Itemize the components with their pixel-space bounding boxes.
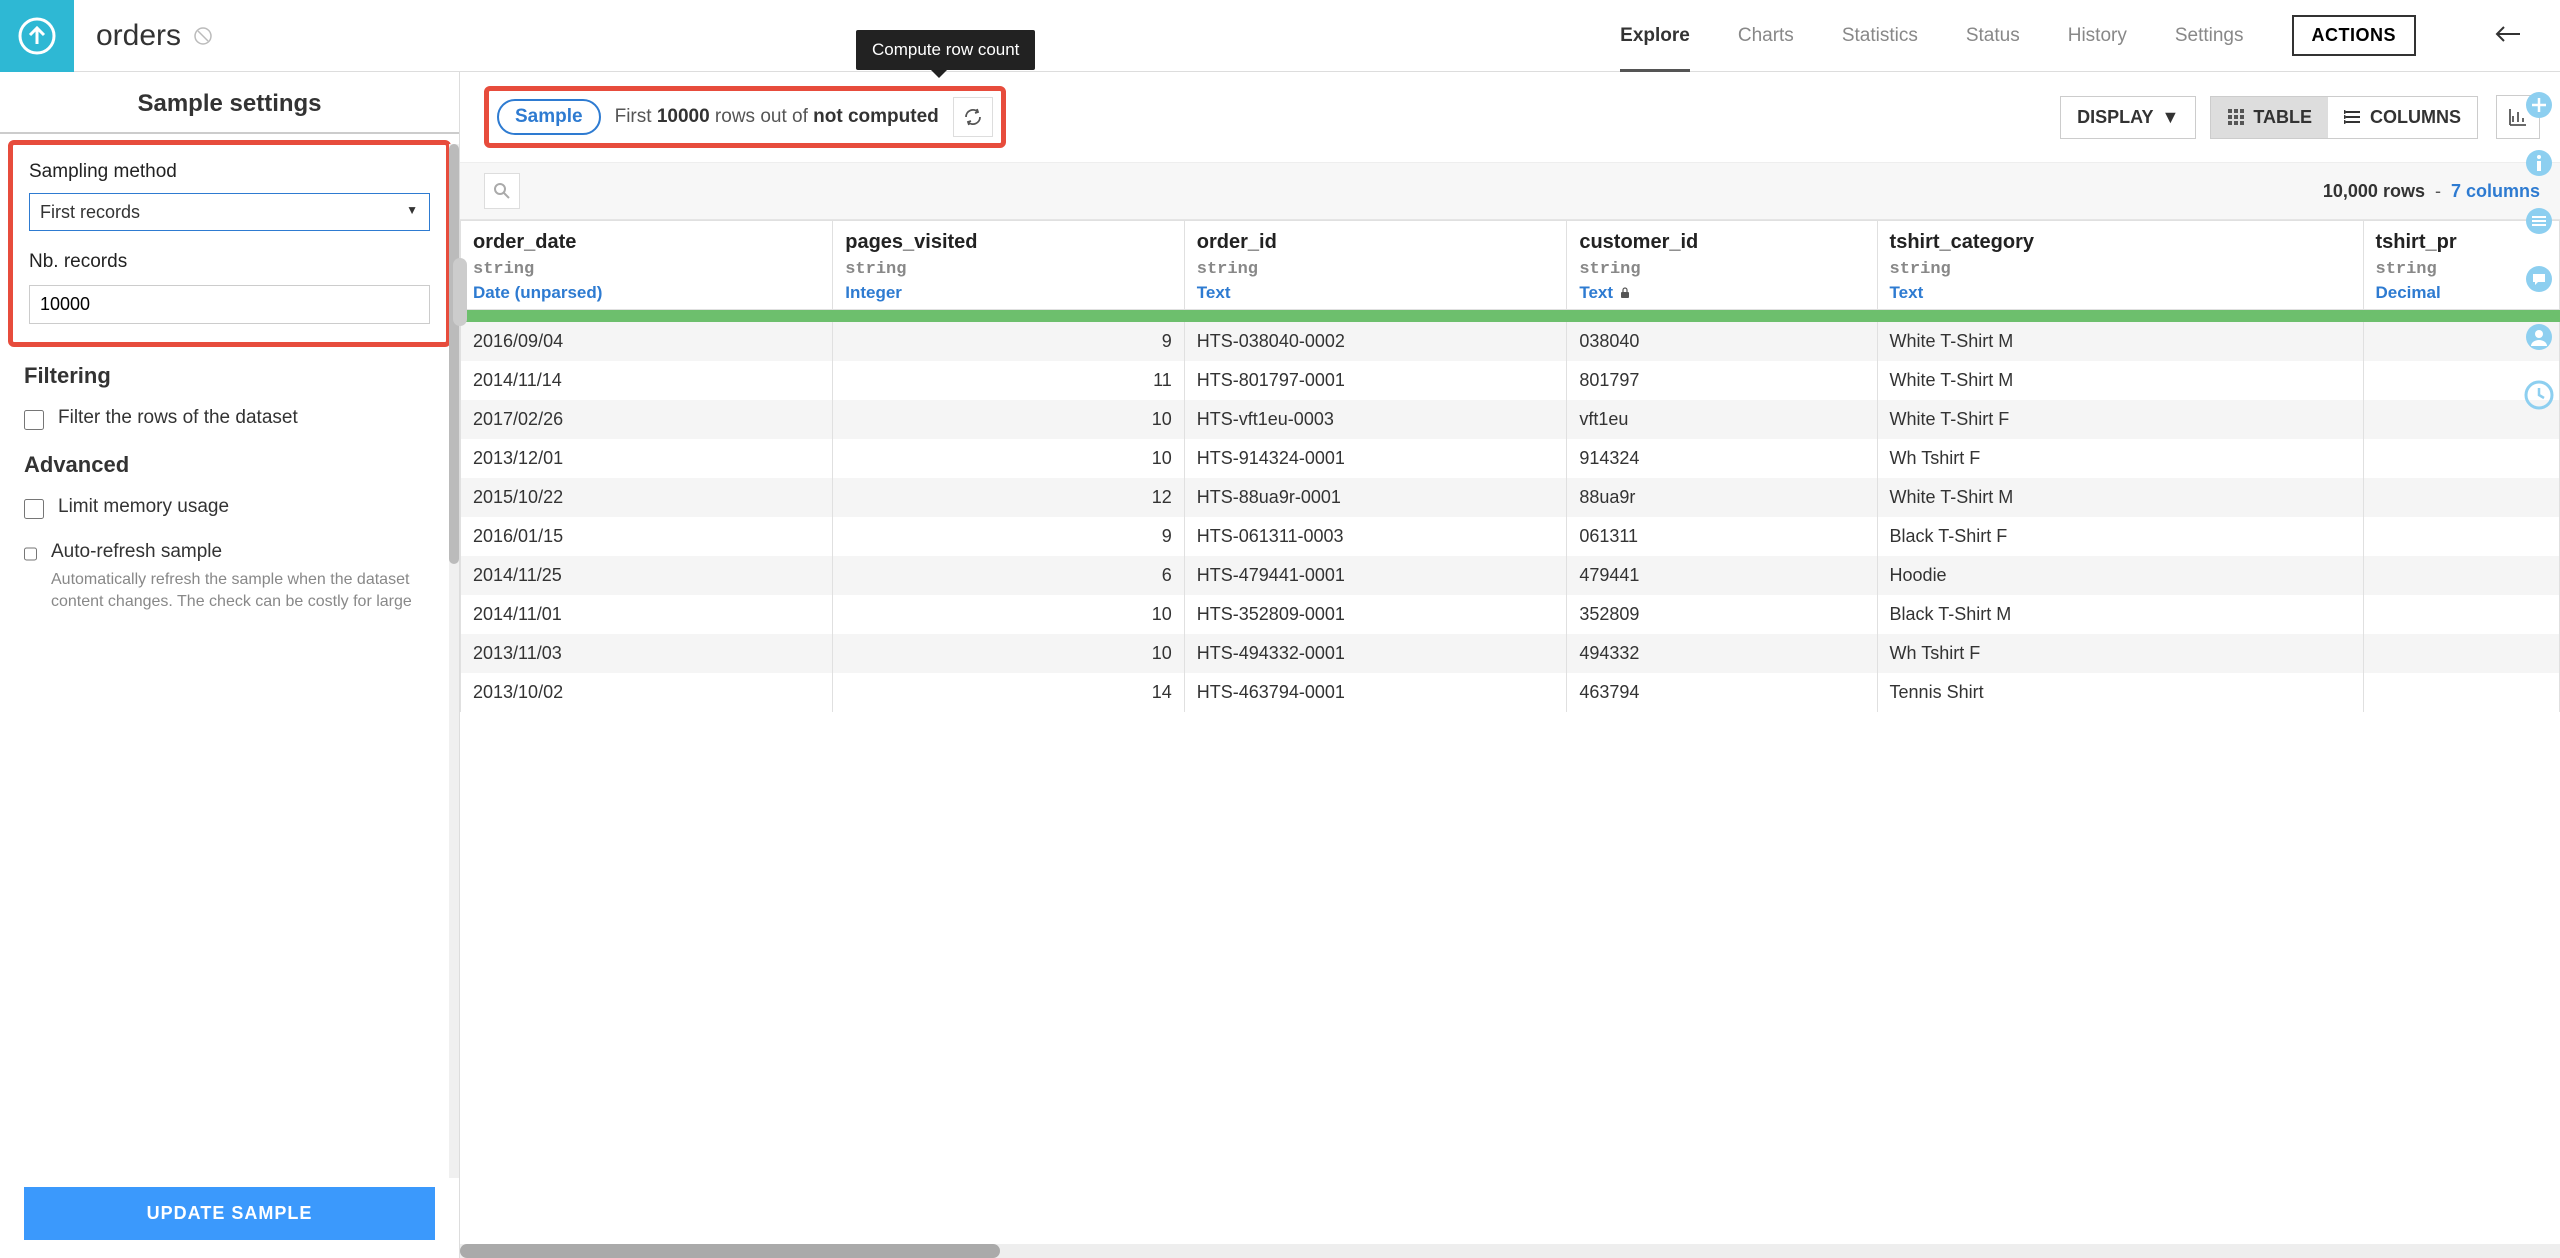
sampling-method-label: Sampling method [29, 161, 430, 183]
tooltip-compute-row-count: Compute row count [856, 30, 1035, 70]
table-row[interactable]: 2014/11/256HTS-479441-0001479441Hoodie [461, 556, 2560, 595]
table-row[interactable]: 2017/02/2610HTS-vft1eu-0003vft1euWhite T… [461, 400, 2560, 439]
data-table: order_datestringDate (unparsed)pages_vis… [460, 220, 2560, 1244]
nb-records-input[interactable] [29, 285, 430, 324]
panel-title: Sample settings [0, 72, 459, 134]
advanced-title: Advanced [0, 446, 459, 490]
table-view-button[interactable]: TABLE [2211, 97, 2328, 138]
tab-settings[interactable]: Settings [2175, 0, 2244, 71]
update-sample-button[interactable]: UPDATE SAMPLE [24, 1187, 435, 1240]
rail-add-icon[interactable] [2524, 90, 2554, 120]
table-row[interactable]: 2013/10/0214HTS-463794-0001463794Tennis … [461, 673, 2560, 712]
column-header[interactable]: order_idstringText [1184, 221, 1567, 310]
topbar: orders Compute row count Explore Charts … [0, 0, 2560, 72]
columns-view-button[interactable]: COLUMNS [2328, 97, 2477, 138]
table-row[interactable]: 2016/01/159HTS-061311-0003061311Black T-… [461, 517, 2560, 556]
sample-text: First 10000 rows out of not computed [615, 106, 939, 128]
search-icon[interactable] [484, 173, 520, 209]
data-panel: Sample First 10000 rows out of not compu… [460, 72, 2560, 1258]
auto-refresh-checkbox[interactable] [24, 544, 37, 564]
panel-resize-handle[interactable] [453, 258, 467, 326]
auto-refresh-desc: Automatically refresh the sample when th… [51, 569, 435, 612]
table-row[interactable]: 2014/11/0110HTS-352809-0001352809Black T… [461, 595, 2560, 634]
view-toggle: TABLE COLUMNS [2210, 96, 2478, 139]
tab-history[interactable]: History [2068, 0, 2127, 71]
nb-records-label: Nb. records [29, 251, 430, 273]
dataset-icon [193, 26, 213, 46]
sample-settings-panel: Sample settings Sampling method First re… [0, 72, 460, 1258]
sampling-method-select[interactable]: First records [29, 193, 430, 231]
back-arrow-icon[interactable] [2494, 24, 2522, 47]
limit-memory-label: Limit memory usage [58, 496, 229, 518]
rail-user-icon[interactable] [2524, 322, 2554, 352]
actions-button[interactable]: ACTIONS [2292, 15, 2417, 56]
table-row[interactable]: 2014/11/1411HTS-801797-0001801797White T… [461, 361, 2560, 400]
table-row[interactable]: 2013/11/0310HTS-494332-0001494332Wh Tshi… [461, 634, 2560, 673]
sample-highlight: Sample First 10000 rows out of not compu… [484, 86, 1006, 148]
data-toolbar: Sample First 10000 rows out of not compu… [460, 72, 2560, 163]
rail-list-icon[interactable] [2524, 206, 2554, 236]
sampling-highlight: Sampling method First records Nb. record… [8, 140, 451, 347]
tab-status[interactable]: Status [1966, 0, 2020, 71]
rail-clock-icon[interactable] [2524, 380, 2554, 410]
refresh-icon[interactable] [953, 97, 993, 137]
column-header[interactable]: customer_idstringText [1567, 221, 1877, 310]
rail-info-icon[interactable] [2524, 148, 2554, 178]
rail-chat-icon[interactable] [2524, 264, 2554, 294]
filter-rows-checkbox[interactable] [24, 410, 44, 430]
subbar: 10,000 rows - 7 columns [460, 163, 2560, 220]
table-row[interactable]: 2013/12/0110HTS-914324-0001914324Wh Tshi… [461, 439, 2560, 478]
column-header[interactable]: pages_visitedstringInteger [833, 221, 1185, 310]
chevron-down-icon: ▼ [2162, 107, 2180, 128]
logo[interactable] [0, 0, 74, 72]
auto-refresh-label: Auto-refresh sample [51, 541, 435, 563]
tab-bar: Explore Charts Statistics Status History… [1620, 0, 2540, 71]
table-row[interactable]: 2015/10/2212HTS-88ua9r-000188ua9rWhite T… [461, 478, 2560, 517]
horizontal-scrollbar[interactable] [460, 1244, 2560, 1258]
filtering-title: Filtering [0, 357, 459, 401]
limit-memory-checkbox[interactable] [24, 499, 44, 519]
page-title: orders [96, 19, 181, 53]
tab-explore[interactable]: Explore [1620, 0, 1690, 71]
right-rail [2524, 90, 2554, 410]
row-count-text: 10,000 rows - 7 columns [2323, 181, 2540, 202]
column-header[interactable]: tshirt_categorystringText [1877, 221, 2363, 310]
table-row[interactable]: 2016/09/049HTS-038040-0002038040White T-… [461, 322, 2560, 361]
sample-pill[interactable]: Sample [497, 99, 601, 135]
column-header[interactable]: order_datestringDate (unparsed) [461, 221, 833, 310]
tab-statistics[interactable]: Statistics [1842, 0, 1918, 71]
filter-rows-label: Filter the rows of the dataset [58, 407, 298, 429]
tab-charts[interactable]: Charts [1738, 0, 1794, 71]
display-dropdown[interactable]: DISPLAY▼ [2060, 96, 2196, 139]
